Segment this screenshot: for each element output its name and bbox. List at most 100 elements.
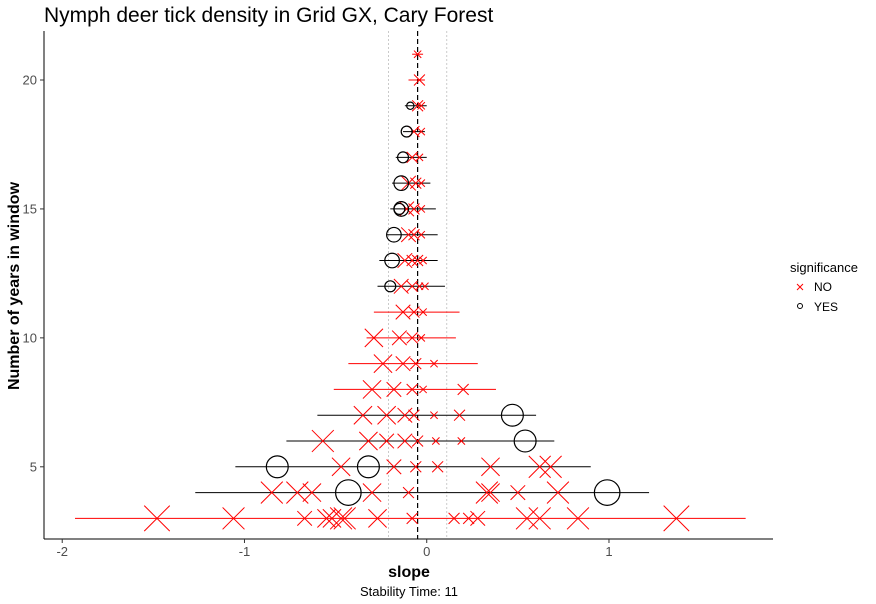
point-not-significant — [419, 256, 428, 265]
point-not-significant — [353, 405, 373, 425]
point-not-significant — [515, 507, 539, 530]
point-not-significant — [415, 153, 424, 162]
legend-label-no: NO — [814, 280, 832, 294]
point-significant — [335, 479, 362, 506]
point-not-significant — [406, 383, 418, 396]
point-not-significant — [362, 483, 382, 503]
point-not-significant — [393, 278, 409, 294]
point-not-significant — [406, 512, 418, 525]
point-significant — [396, 151, 410, 164]
point-significant — [384, 252, 400, 269]
point-not-significant — [333, 507, 357, 530]
point-not-significant — [481, 457, 500, 477]
point-not-significant — [317, 508, 336, 528]
legend-label-yes: YES — [814, 300, 838, 314]
y-axis-ticks: 5 10 15 20 — [23, 72, 44, 474]
point-not-significant — [431, 460, 444, 473]
point-not-significant — [419, 308, 428, 317]
point-not-significant — [406, 280, 418, 293]
point-not-significant — [406, 332, 418, 344]
y-tick-label: 5 — [30, 459, 37, 474]
point-not-significant — [462, 512, 475, 525]
point-not-significant — [373, 354, 393, 374]
point-not-significant — [408, 409, 420, 422]
point-significant — [400, 125, 413, 138]
point-not-significant — [143, 505, 171, 532]
x-axis-ticks: -2 -1 0 1 — [56, 539, 613, 559]
point-not-significant — [331, 457, 351, 477]
point-not-significant — [417, 127, 426, 136]
reference-lines — [388, 31, 448, 539]
point-not-significant — [417, 179, 426, 188]
point-not-significant — [510, 484, 526, 501]
point-not-significant — [430, 359, 439, 368]
point-not-significant — [431, 437, 440, 446]
point-not-significant — [417, 204, 426, 213]
point-not-significant — [457, 437, 466, 446]
x-axis-title: slope — [388, 564, 430, 581]
point-significant — [265, 455, 289, 479]
point-not-significant — [222, 507, 245, 530]
point-not-significant — [397, 433, 413, 449]
point-not-significant — [386, 381, 402, 398]
point-not-significant — [539, 455, 562, 479]
point-not-significant — [417, 101, 426, 110]
point-significant — [406, 101, 415, 111]
point-not-significant — [368, 508, 387, 528]
legend-x-icon-stroke — [796, 283, 804, 291]
point-not-significant — [663, 505, 690, 532]
point-not-significant — [566, 507, 590, 530]
y-tick-label: 20 — [23, 72, 37, 87]
point-not-significant — [378, 433, 395, 449]
point-not-significant — [411, 254, 424, 267]
point-not-significant — [413, 74, 426, 86]
point-not-significant — [395, 304, 411, 320]
point-not-significant — [406, 151, 418, 164]
point-not-significant — [411, 99, 424, 112]
point-significant — [384, 280, 397, 293]
point-not-significant — [481, 483, 500, 503]
point-not-significant — [409, 357, 422, 370]
plot-area — [43, 31, 773, 540]
point-not-significant — [417, 333, 426, 342]
point-not-significant — [417, 230, 426, 239]
point-significant — [393, 202, 406, 215]
point-not-significant — [260, 481, 284, 504]
point-not-significant — [457, 383, 469, 396]
slope-range-lines — [74, 53, 746, 519]
caption-stability-time: Stability Time: 11 — [360, 584, 458, 599]
point-not-significant — [420, 282, 429, 291]
point-not-significant — [528, 455, 552, 479]
point-not-significant — [470, 510, 486, 527]
point-significant — [393, 175, 410, 192]
point-not-significant — [364, 328, 384, 348]
legend-key-yes: YES — [797, 300, 838, 314]
data-points — [143, 50, 690, 532]
y-tick-label: 15 — [23, 201, 37, 216]
y-axis-title: Number of years in window — [6, 181, 23, 390]
point-not-significant — [386, 459, 402, 475]
point-significant — [500, 403, 524, 427]
point-significant — [386, 226, 402, 243]
x-tick-label: 1 — [605, 544, 612, 559]
point-not-significant — [406, 254, 418, 267]
point-not-significant — [408, 306, 420, 318]
legend-key-no: NO — [796, 280, 832, 294]
point-significant — [593, 479, 621, 506]
point-significant — [356, 455, 380, 479]
point-not-significant — [400, 227, 417, 243]
point-not-significant — [329, 507, 353, 530]
point-not-significant — [409, 177, 422, 189]
point-not-significant — [546, 481, 570, 504]
point-not-significant — [397, 252, 413, 269]
point-not-significant — [453, 409, 466, 422]
point-not-significant — [302, 483, 322, 503]
point-not-significant — [311, 429, 335, 453]
point-not-significant — [391, 330, 408, 346]
point-not-significant — [430, 411, 439, 420]
point-not-significant — [528, 507, 552, 530]
point-not-significant — [409, 460, 422, 473]
x-tick-label: -1 — [239, 544, 251, 559]
point-not-significant — [419, 385, 428, 394]
